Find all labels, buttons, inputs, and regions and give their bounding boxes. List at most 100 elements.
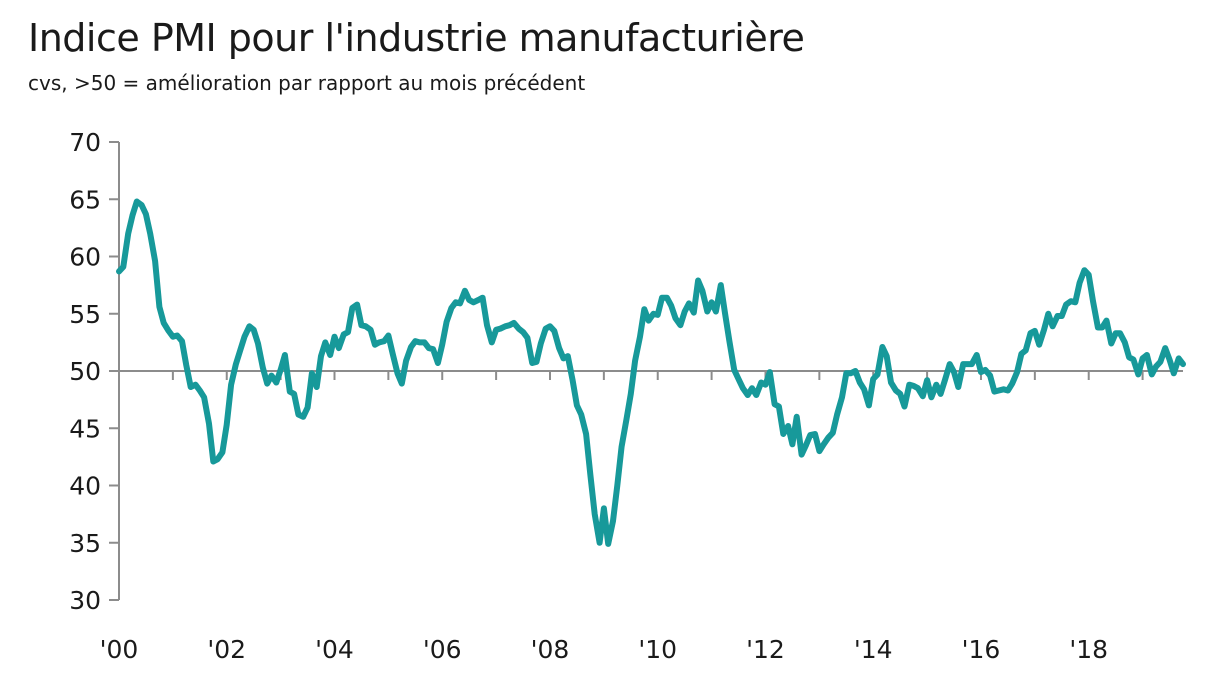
data-point — [495, 328, 498, 331]
data-point — [481, 296, 484, 299]
data-point — [1069, 300, 1072, 303]
data-point — [1078, 281, 1081, 284]
x-tick-label: '12 — [746, 635, 785, 664]
data-point — [1123, 341, 1126, 344]
data-point — [683, 310, 686, 313]
data-point — [158, 305, 161, 308]
y-tick-label: 50 — [69, 357, 101, 386]
data-point — [980, 371, 983, 374]
data-point — [970, 363, 973, 366]
x-tick-label: '00 — [100, 635, 139, 664]
data-point — [1083, 269, 1086, 272]
data-point — [320, 355, 323, 358]
data-point — [239, 349, 242, 352]
data-point — [450, 307, 453, 310]
data-point — [333, 335, 336, 338]
data-point — [293, 392, 296, 395]
data-point — [270, 374, 273, 377]
data-point — [571, 379, 574, 382]
data-point — [643, 308, 646, 311]
data-point — [697, 279, 700, 282]
data-point — [216, 458, 219, 461]
data-point — [984, 368, 987, 371]
y-tick-label: 55 — [69, 300, 101, 329]
x-tick-label: '16 — [962, 635, 1001, 664]
y-tick-label: 70 — [69, 128, 101, 157]
data-point — [140, 204, 143, 207]
data-point — [966, 363, 969, 366]
data-point — [208, 422, 211, 425]
data-point — [400, 382, 403, 385]
data-point — [131, 214, 134, 217]
data-point — [656, 313, 659, 316]
data-point — [562, 357, 565, 360]
data-point — [189, 386, 192, 389]
data-point — [1038, 343, 1041, 346]
data-point — [454, 301, 457, 304]
tick-labels: 30 35 40 45 50 55 60 65 70 '00 '02 '04 '06 '08 '10 '12 '… — [69, 128, 1108, 664]
y-tick-label: 60 — [69, 243, 101, 272]
data-point — [261, 366, 264, 369]
chart-title: Indice PMI pour l'industrie manufacturiè… — [28, 16, 805, 60]
data-point — [751, 387, 754, 390]
data-point — [625, 418, 628, 421]
data-point — [378, 341, 381, 344]
data-point — [930, 396, 933, 399]
data-point — [612, 520, 615, 523]
data-point — [302, 415, 305, 418]
data-point — [872, 378, 875, 381]
data-point — [647, 319, 650, 322]
data-point — [486, 324, 489, 327]
data-point — [329, 354, 332, 357]
data-point — [306, 406, 309, 409]
data-point — [288, 390, 291, 393]
data-point — [194, 383, 197, 386]
data-point — [1074, 301, 1077, 304]
data-point — [566, 355, 569, 358]
data-point — [706, 310, 709, 313]
data-point — [899, 392, 902, 395]
data-point — [1065, 303, 1068, 306]
data-point — [203, 396, 206, 399]
data-point — [1150, 373, 1153, 376]
data-point — [692, 311, 695, 314]
data-point — [225, 423, 228, 426]
data-point — [459, 302, 462, 305]
data-point — [275, 381, 278, 384]
data-point — [1002, 388, 1005, 391]
data-point — [585, 433, 588, 436]
data-point — [544, 327, 547, 330]
data-point — [975, 354, 978, 357]
data-point — [441, 343, 444, 346]
data-point — [890, 381, 893, 384]
data-point — [746, 394, 749, 397]
data-point — [701, 289, 704, 292]
data-point — [405, 359, 408, 362]
data-point — [634, 359, 637, 362]
data-point — [764, 383, 767, 386]
data-point — [997, 389, 1000, 392]
data-point — [127, 232, 130, 235]
data-point — [800, 453, 803, 456]
data-point — [396, 372, 399, 375]
data-point — [845, 372, 848, 375]
data-point — [558, 347, 561, 350]
data-point — [383, 340, 386, 343]
data-point — [198, 389, 201, 392]
data-point — [953, 371, 956, 374]
data-point — [181, 340, 184, 343]
data-point — [279, 368, 282, 371]
y-tick-label: 35 — [69, 529, 101, 558]
x-tick-label: '10 — [638, 635, 677, 664]
data-point — [315, 386, 318, 389]
data-point — [768, 371, 771, 374]
data-point — [539, 342, 542, 345]
data-point — [1164, 347, 1167, 350]
data-point — [337, 347, 340, 350]
data-point — [445, 320, 448, 323]
data-point — [391, 352, 394, 355]
data-point — [427, 347, 430, 350]
data-point — [526, 336, 529, 339]
data-point — [185, 364, 188, 367]
data-point — [324, 341, 327, 344]
